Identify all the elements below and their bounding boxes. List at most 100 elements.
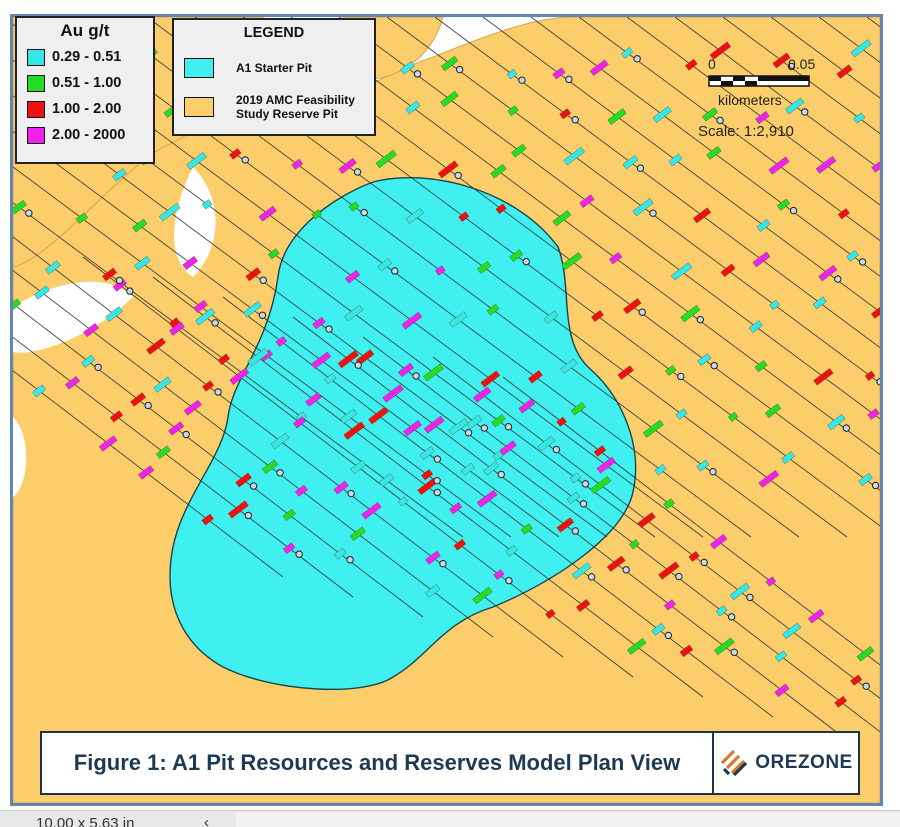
orezone-mark-icon [721, 749, 748, 777]
assay-interval [261, 459, 279, 475]
assay-interval [440, 55, 459, 72]
drillhole-collar [94, 363, 102, 371]
assay-interval [807, 608, 825, 624]
assay-interval [658, 561, 680, 580]
assay-interval [132, 218, 148, 233]
assay-interval [291, 158, 304, 170]
drillhole-collar [259, 276, 268, 284]
collapse-chevron-icon[interactable]: ‹ [204, 814, 209, 827]
drillhole-collar [353, 168, 362, 176]
drillhole-collar [126, 287, 134, 295]
assay-interval [217, 353, 231, 366]
assay-interval [552, 210, 572, 227]
drillhole-collar [789, 206, 798, 215]
drillhole-trace [50, 17, 752, 538]
assay-interval [397, 362, 415, 378]
assay-interval [397, 496, 409, 507]
grade-legend-item: 0.51 - 1.00 [27, 73, 153, 93]
grade-label: 0.29 - 0.51 [52, 49, 122, 65]
assay-interval [311, 209, 323, 220]
assay-interval [781, 451, 796, 464]
grade-label: 2.00 - 2000 [52, 127, 126, 143]
drillhole-collar [730, 648, 738, 657]
assay-interval [486, 303, 500, 316]
legend-label: A1 Starter Pit [236, 61, 313, 75]
assay-interval [491, 414, 506, 428]
assay-interval [846, 250, 859, 262]
assay-interval [458, 211, 470, 223]
assay-interval [709, 533, 728, 550]
assay-interval [570, 401, 586, 416]
assay-interval [679, 644, 694, 658]
assay-interval [292, 416, 307, 429]
drillhole-collar [862, 682, 870, 690]
assay-interval [201, 199, 213, 210]
assay-interval [856, 646, 875, 662]
grade-label: 1.00 - 2.00 [52, 101, 122, 117]
assay-interval [227, 500, 249, 519]
assay-interval [101, 267, 118, 282]
drillhole-collar [677, 372, 685, 381]
drillhole-trace [530, 17, 880, 277]
assay-interval [727, 411, 739, 422]
assay-interval [867, 408, 880, 420]
assay-interval [448, 418, 469, 436]
assay-interval [864, 370, 876, 381]
assay-interval [229, 367, 250, 386]
assay-interval [460, 462, 476, 476]
assay-interval [344, 304, 364, 322]
drillhole-collar [244, 511, 253, 520]
assay-interval [772, 52, 791, 69]
drillhole-collar [391, 267, 399, 275]
drillhole-collar [360, 208, 368, 217]
grade-swatch-red [27, 100, 45, 118]
assay-interval [537, 435, 556, 452]
assay-interval [507, 105, 519, 117]
assay-interval [294, 484, 308, 497]
grade-legend-item: 0.29 - 0.51 [27, 47, 153, 67]
assay-interval [560, 358, 578, 374]
assay-interval [138, 465, 155, 480]
assay-interval [81, 354, 96, 368]
assay-interval [339, 408, 358, 424]
assay-interval [405, 207, 425, 225]
assay-interval [448, 311, 468, 328]
assay-interval [509, 249, 524, 263]
drillhole-trace [292, 316, 844, 738]
drillhole-collar [258, 311, 267, 319]
drillhole-trace [722, 17, 880, 135]
drillhole-trace [290, 17, 880, 456]
assay-interval [434, 265, 446, 276]
drillhole-collar [565, 75, 573, 84]
map-gap [13, 417, 27, 497]
drillhole-collar [214, 388, 222, 396]
assay-interval [566, 491, 581, 504]
status-bar: 10.00 x 5.63 in ‹ [0, 810, 900, 827]
assay-interval [437, 160, 459, 179]
drillhole-collar [675, 572, 683, 581]
assay-interval [590, 475, 612, 495]
starter-pit-outline [169, 177, 637, 691]
assay-interval [579, 194, 595, 209]
assay-interval [155, 445, 171, 460]
assay-interval [311, 351, 332, 369]
scale-bar-graphic [708, 75, 810, 87]
assay-interval [774, 650, 788, 663]
assay-interval [229, 148, 242, 160]
assay-interval [827, 413, 846, 431]
assay-interval [596, 456, 616, 474]
assay-interval [423, 415, 445, 434]
assay-interval [423, 363, 445, 382]
assay-interval [837, 208, 850, 220]
map-gap [174, 167, 216, 277]
assay-interval [245, 267, 262, 282]
assay-interval [834, 695, 848, 708]
drillhole-collar [439, 559, 447, 568]
assay-interval [663, 599, 676, 611]
assay-interval [774, 683, 790, 698]
assay-interval [235, 472, 252, 488]
assay-interval [652, 106, 672, 123]
assay-interval [622, 155, 639, 170]
assay-interval [109, 410, 124, 423]
drillhole-collar [455, 65, 464, 74]
